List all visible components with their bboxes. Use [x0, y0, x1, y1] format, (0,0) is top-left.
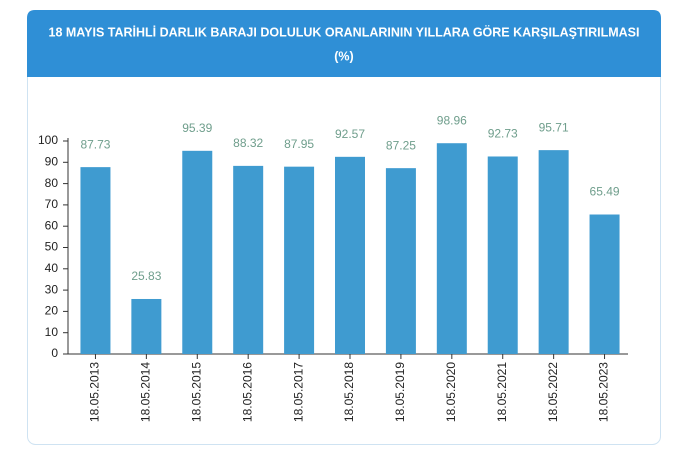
y-tick-label: 100: [38, 133, 58, 147]
x-tick-label: 18.05.2023: [597, 362, 611, 422]
bar: [233, 165, 264, 354]
x-tick-label: 18.05.2014: [139, 362, 153, 422]
value-label: 65.49: [590, 185, 620, 199]
x-tick-label: 18.05.2021: [495, 362, 509, 422]
value-label: 25.83: [131, 269, 161, 283]
y-tick-label: 60: [45, 218, 59, 232]
value-label: 98.96: [437, 113, 467, 127]
y-tick-label: 0: [51, 346, 58, 360]
value-label: 95.39: [182, 121, 212, 135]
y-tick-label: 10: [45, 325, 59, 339]
value-label: 87.25: [386, 138, 416, 152]
value-label: 95.71: [539, 120, 569, 134]
x-tick-label: 18.05.2015: [189, 362, 203, 422]
y-tick-label: 80: [45, 176, 59, 190]
x-tick-label: 18.05.2022: [546, 362, 560, 422]
x-tick-label: 18.05.2016: [240, 362, 254, 422]
bar: [131, 298, 162, 354]
x-tick-label: 18.05.2018: [342, 362, 356, 422]
value-label: 87.73: [80, 137, 110, 151]
value-label: 92.73: [488, 127, 518, 141]
x-tick-label: 18.05.2019: [393, 362, 407, 422]
x-tick-label: 18.05.2020: [444, 362, 458, 422]
y-tick-label: 40: [45, 261, 59, 275]
value-label: 92.57: [335, 127, 365, 141]
x-tick-label: 18.05.2013: [88, 362, 102, 422]
bar: [182, 150, 213, 354]
y-tick-label: 70: [45, 197, 59, 211]
bar: [284, 166, 315, 354]
header: [27, 10, 661, 77]
bar: [385, 168, 416, 354]
x-tick-label: 18.05.2017: [291, 362, 305, 422]
bar: [80, 167, 111, 354]
bar: [589, 214, 620, 354]
y-tick-label: 20: [45, 304, 59, 318]
y-tick-label: 30: [45, 282, 59, 296]
y-tick-label: 50: [45, 240, 59, 254]
bar: [487, 156, 518, 354]
chart-subtitle: (%): [334, 49, 353, 63]
bar: [335, 156, 365, 354]
value-label: 87.95: [284, 137, 314, 151]
value-label: 88.32: [233, 136, 263, 150]
y-tick-label: 90: [45, 154, 59, 168]
bar: [436, 143, 467, 354]
bar: [538, 150, 569, 354]
chart-title: 18 MAYIS TARİHLİ DARLIK BARAJI DOLULUK O…: [49, 24, 640, 39]
